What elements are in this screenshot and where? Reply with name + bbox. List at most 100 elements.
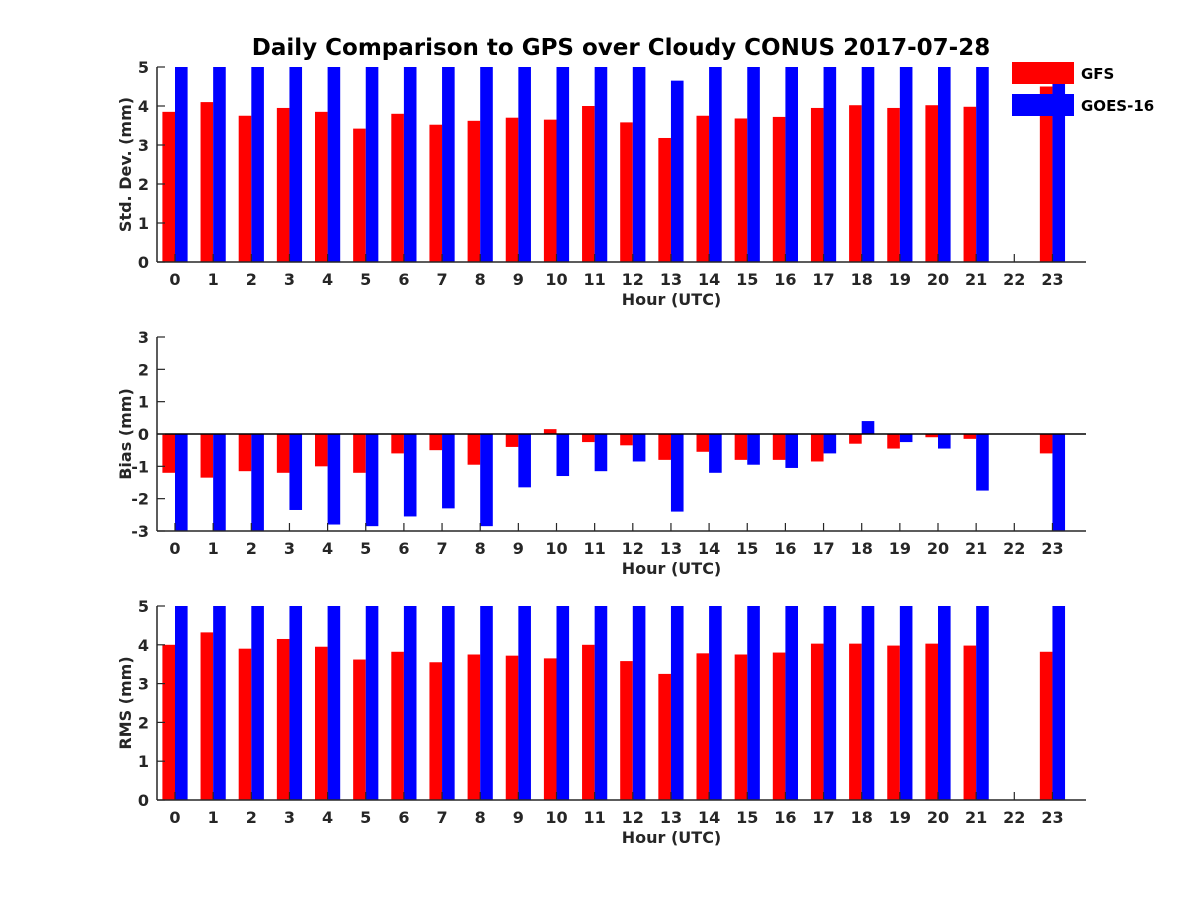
bar-gfs-hour-0 <box>162 434 175 473</box>
y-tick-label: 1 <box>138 214 149 233</box>
bar-gfs-hour-2 <box>238 115 252 262</box>
bar-gfs-hour-1 <box>200 102 214 262</box>
bar-gfs-hour-7 <box>429 434 443 451</box>
bar-gfs-hour-0 <box>162 644 175 800</box>
bar-goes-16-hour-3 <box>289 606 303 800</box>
x-tick-label: 10 <box>545 539 567 558</box>
bar-goes-16-hour-17 <box>823 67 837 262</box>
bar-goes-16-hour-3 <box>289 67 303 262</box>
x-tick-label: 17 <box>812 270 834 289</box>
bar-gfs-hour-8 <box>467 434 481 465</box>
x-tick-label: 5 <box>360 270 371 289</box>
x-tick-label: 13 <box>660 539 682 558</box>
legend-swatch-gfs <box>1012 62 1074 84</box>
x-tick-label: 23 <box>1041 270 1063 289</box>
y-axis-label: RMS (mm) <box>116 656 135 749</box>
bar-goes-16-hour-4 <box>327 606 341 800</box>
bar-gfs-hour-14 <box>696 434 710 452</box>
bar-goes-16-hour-5 <box>365 67 379 262</box>
y-tick-label: 0 <box>138 791 149 810</box>
bar-gfs-hour-23 <box>1039 651 1053 800</box>
bar-gfs-hour-23 <box>1039 434 1053 454</box>
y-axis-label: Std. Dev. (mm) <box>116 97 135 232</box>
bar-goes-16-hour-23 <box>1052 606 1066 800</box>
legend-label-goes-16: GOES-16 <box>1081 97 1154 115</box>
bar-gfs-hour-14 <box>696 115 710 262</box>
y-tick-label: 0 <box>138 425 149 444</box>
x-tick-label: 16 <box>774 539 796 558</box>
bar-goes-16-hour-7 <box>442 67 455 262</box>
x-tick-label: 3 <box>284 808 295 827</box>
bar-goes-16-hour-7 <box>442 606 455 800</box>
x-tick-label: 23 <box>1041 808 1063 827</box>
bar-gfs-hour-12 <box>620 661 633 800</box>
bar-gfs-hour-9 <box>505 655 519 800</box>
x-tick-label: 15 <box>736 270 758 289</box>
x-tick-label: 22 <box>1003 270 1025 289</box>
bar-gfs-hour-15 <box>734 654 748 800</box>
x-tick-label: 11 <box>584 808 606 827</box>
x-tick-label: 4 <box>322 270 333 289</box>
x-tick-label: 22 <box>1003 808 1025 827</box>
bar-gfs-hour-4 <box>315 111 328 262</box>
bar-goes-16-hour-15 <box>747 434 760 465</box>
bar-goes-16-hour-16 <box>785 434 798 468</box>
x-tick-label: 6 <box>398 808 409 827</box>
bar-goes-16-hour-16 <box>785 606 798 800</box>
bar-gfs-hour-20 <box>925 105 938 262</box>
y-tick-label: 3 <box>138 136 149 155</box>
bar-goes-16-hour-6 <box>403 434 417 517</box>
y-tick-label: -1 <box>131 457 149 476</box>
bar-goes-16-hour-6 <box>403 67 417 262</box>
x-tick-label: 12 <box>622 270 644 289</box>
x-tick-label: 7 <box>436 539 447 558</box>
bar-gfs-hour-16 <box>772 434 786 460</box>
x-tick-label: 15 <box>736 539 758 558</box>
x-tick-label: 21 <box>965 808 987 827</box>
bar-goes-16-hour-0 <box>175 606 188 800</box>
x-tick-label: 8 <box>475 270 486 289</box>
bar-goes-16-hour-20 <box>938 606 951 800</box>
bar-goes-16-hour-1 <box>213 434 226 531</box>
bar-goes-16-hour-1 <box>213 67 226 262</box>
bar-goes-16-hour-16 <box>785 67 798 262</box>
bar-gfs-hour-5 <box>353 128 366 262</box>
bar-gfs-hour-7 <box>429 124 443 262</box>
bar-goes-16-hour-19 <box>899 434 913 443</box>
x-tick-label: 19 <box>889 539 911 558</box>
y-tick-label: 2 <box>138 713 149 732</box>
bar-goes-16-hour-17 <box>823 434 837 454</box>
bar-gfs-hour-3 <box>276 107 290 262</box>
bar-goes-16-hour-8 <box>480 67 493 262</box>
bar-goes-16-hour-14 <box>709 434 722 473</box>
bar-goes-16-hour-13 <box>670 606 684 800</box>
bar-gfs-hour-17 <box>810 107 824 262</box>
bar-gfs-hour-21 <box>963 645 977 800</box>
x-tick-label: 3 <box>284 539 295 558</box>
bar-gfs-hour-18 <box>849 643 862 800</box>
y-tick-label: 3 <box>138 675 149 694</box>
x-tick-label: 1 <box>208 270 219 289</box>
x-tick-label: 2 <box>246 539 257 558</box>
bar-gfs-hour-3 <box>276 434 290 473</box>
x-tick-label: 2 <box>246 808 257 827</box>
y-axis-label: Bias (mm) <box>116 388 135 480</box>
bar-gfs-hour-12 <box>620 122 633 262</box>
bar-goes-16-hour-10 <box>556 606 570 800</box>
legend-label-gfs: GFS <box>1081 65 1114 83</box>
bar-gfs-hour-1 <box>200 632 214 800</box>
bar-goes-16-hour-10 <box>556 67 570 262</box>
bar-gfs-hour-5 <box>353 659 366 800</box>
bar-goes-16-hour-15 <box>747 67 760 262</box>
x-tick-label: 9 <box>513 539 524 558</box>
bar-gfs-hour-18 <box>849 105 862 262</box>
bar-goes-16-hour-21 <box>976 67 989 262</box>
bar-gfs-hour-23 <box>1039 86 1053 262</box>
bar-gfs-hour-9 <box>505 434 519 447</box>
bar-goes-16-hour-19 <box>899 606 913 800</box>
y-tick-label: 5 <box>138 597 149 616</box>
bar-goes-16-hour-17 <box>823 606 837 800</box>
x-tick-label: 18 <box>851 808 873 827</box>
